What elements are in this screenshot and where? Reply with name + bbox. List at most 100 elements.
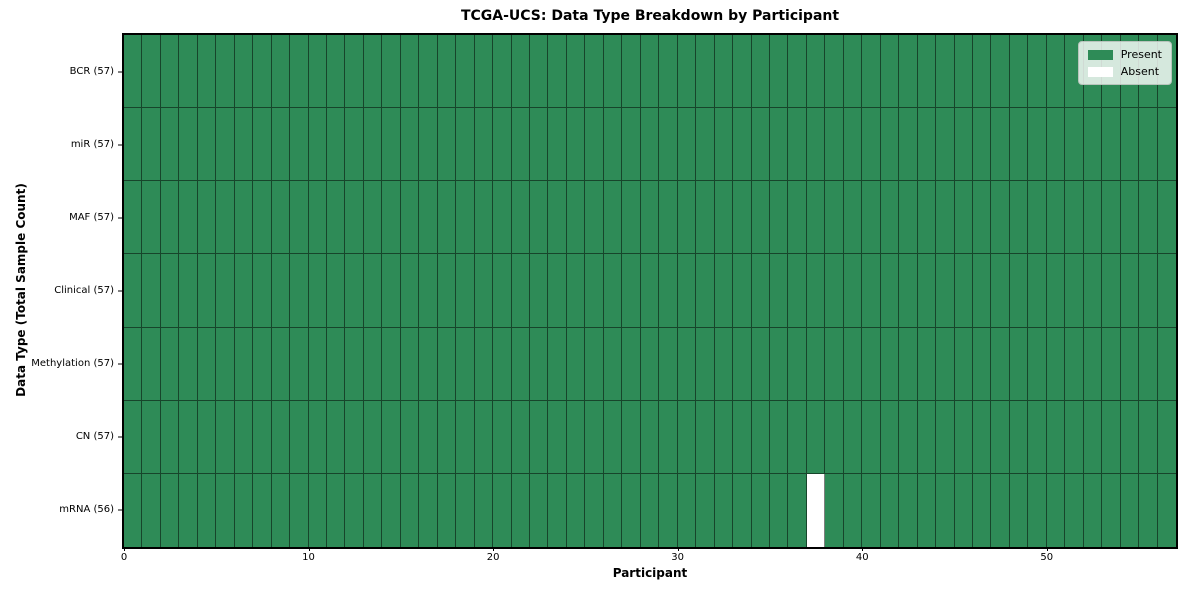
heatmap-cell-present <box>566 473 586 547</box>
heatmap-cell-present <box>253 254 272 327</box>
heatmap-cell-present <box>622 35 641 108</box>
y-tick-label: miR (57) <box>70 138 114 150</box>
heatmap-cell-present <box>437 181 457 254</box>
heatmap-cell-present <box>1102 108 1121 181</box>
heatmap-cell-present <box>714 108 734 181</box>
heatmap-cell-present <box>308 400 328 473</box>
heatmap-cell-present <box>825 400 844 473</box>
heatmap-cell-present <box>843 400 863 473</box>
heatmap-cell-present <box>142 327 161 400</box>
heatmap-cell-present <box>1065 473 1084 547</box>
heatmap-cell-present <box>659 35 678 108</box>
heatmap-cell-present <box>179 181 198 254</box>
heatmap-cell-present <box>419 400 438 473</box>
heatmap-cell-present <box>160 473 180 547</box>
heatmap-cell-present <box>972 254 992 327</box>
heatmap-cell-present <box>327 400 346 473</box>
heatmap-cell-present <box>234 400 254 473</box>
heatmap-cell-present <box>419 35 438 108</box>
heatmap-cell-present <box>1102 327 1121 400</box>
heatmap-cell-present <box>271 35 291 108</box>
y-tick-mark <box>118 217 122 219</box>
heatmap-cell-present <box>603 400 623 473</box>
heatmap-cell-present <box>622 473 641 547</box>
y-tick-mark <box>118 509 122 511</box>
heatmap-cell-present <box>1028 108 1047 181</box>
heatmap-cell-present <box>622 108 641 181</box>
heatmap-cell-present <box>991 327 1010 400</box>
heatmap-grid <box>124 35 1176 547</box>
heatmap-cell-present <box>1065 181 1084 254</box>
heatmap-cell-present <box>603 181 623 254</box>
heatmap-cell-present <box>437 473 457 547</box>
heatmap-cell-present <box>271 327 291 400</box>
heatmap-cell-present <box>1046 473 1066 547</box>
heatmap-cell-present <box>530 327 549 400</box>
heatmap-cell-present <box>1028 327 1047 400</box>
heatmap-cell-present <box>456 400 475 473</box>
heatmap-cell-present <box>991 181 1010 254</box>
heatmap-cell-present <box>862 108 881 181</box>
heatmap-cell-present <box>585 473 604 547</box>
heatmap-cell-present <box>788 473 807 547</box>
heatmap-cell-present <box>862 35 881 108</box>
heatmap-cell-present <box>696 181 715 254</box>
heatmap-cell-present <box>419 181 438 254</box>
heatmap-cell-present <box>733 327 752 400</box>
heatmap-cell-present <box>1046 108 1066 181</box>
x-tick-mark <box>862 547 864 551</box>
heatmap-cell-present <box>1065 327 1084 400</box>
heatmap-cell-present <box>640 108 660 181</box>
heatmap-cell-present <box>788 327 807 400</box>
heatmap-cell-present <box>271 400 291 473</box>
heatmap-cell-present <box>474 181 494 254</box>
heatmap-cell-present <box>917 254 937 327</box>
heatmap-cell-present <box>733 108 752 181</box>
heatmap-cell-present <box>1102 254 1121 327</box>
heatmap-cell-present <box>769 181 789 254</box>
heatmap-cell-present <box>456 181 475 254</box>
heatmap-cell-present <box>788 35 807 108</box>
heatmap-cell-present <box>1083 400 1103 473</box>
heatmap-cell-present <box>511 327 531 400</box>
heatmap-cell-present <box>456 254 475 327</box>
heatmap-cell-present <box>714 35 734 108</box>
heatmap-cell-present <box>622 327 641 400</box>
heatmap-cell-present <box>603 254 623 327</box>
heatmap-cell-present <box>400 254 420 327</box>
heatmap-cell-present <box>936 327 955 400</box>
heatmap-cell-present <box>493 400 512 473</box>
heatmap-cell-present <box>179 400 198 473</box>
heatmap-cell-present <box>936 35 955 108</box>
heatmap-cell-present <box>917 400 937 473</box>
heatmap-cell-present <box>234 35 254 108</box>
heatmap-cell-present <box>640 254 660 327</box>
heatmap-cell-present <box>899 181 918 254</box>
heatmap-cell-present <box>640 35 660 108</box>
heatmap-cell-present <box>677 254 697 327</box>
legend-label: Absent <box>1120 65 1160 78</box>
heatmap-cell-present <box>917 108 937 181</box>
heatmap-cell-present <box>585 35 604 108</box>
heatmap-cell-present <box>880 108 900 181</box>
heatmap-row <box>124 181 1176 255</box>
heatmap-cell-present <box>271 254 291 327</box>
heatmap-cell-present <box>751 181 770 254</box>
heatmap-cell-present <box>714 327 734 400</box>
heatmap-cell-present <box>474 35 494 108</box>
heatmap-cell-present <box>345 400 364 473</box>
heatmap-cell-present <box>327 254 346 327</box>
heatmap-cell-present <box>160 327 180 400</box>
heatmap-cell-present <box>290 400 309 473</box>
heatmap-cell-present <box>1083 108 1103 181</box>
heatmap-cell-present <box>179 35 198 108</box>
heatmap-cell-present <box>216 35 235 108</box>
heatmap-cell-present <box>1120 254 1140 327</box>
heatmap-cell-present <box>862 181 881 254</box>
heatmap-cell-present <box>1120 473 1140 547</box>
heatmap-cell-present <box>640 327 660 400</box>
heatmap-cell-present <box>677 181 697 254</box>
heatmap-row <box>124 254 1176 328</box>
heatmap-cell-present <box>345 327 364 400</box>
heatmap-cell-present <box>1157 108 1176 181</box>
